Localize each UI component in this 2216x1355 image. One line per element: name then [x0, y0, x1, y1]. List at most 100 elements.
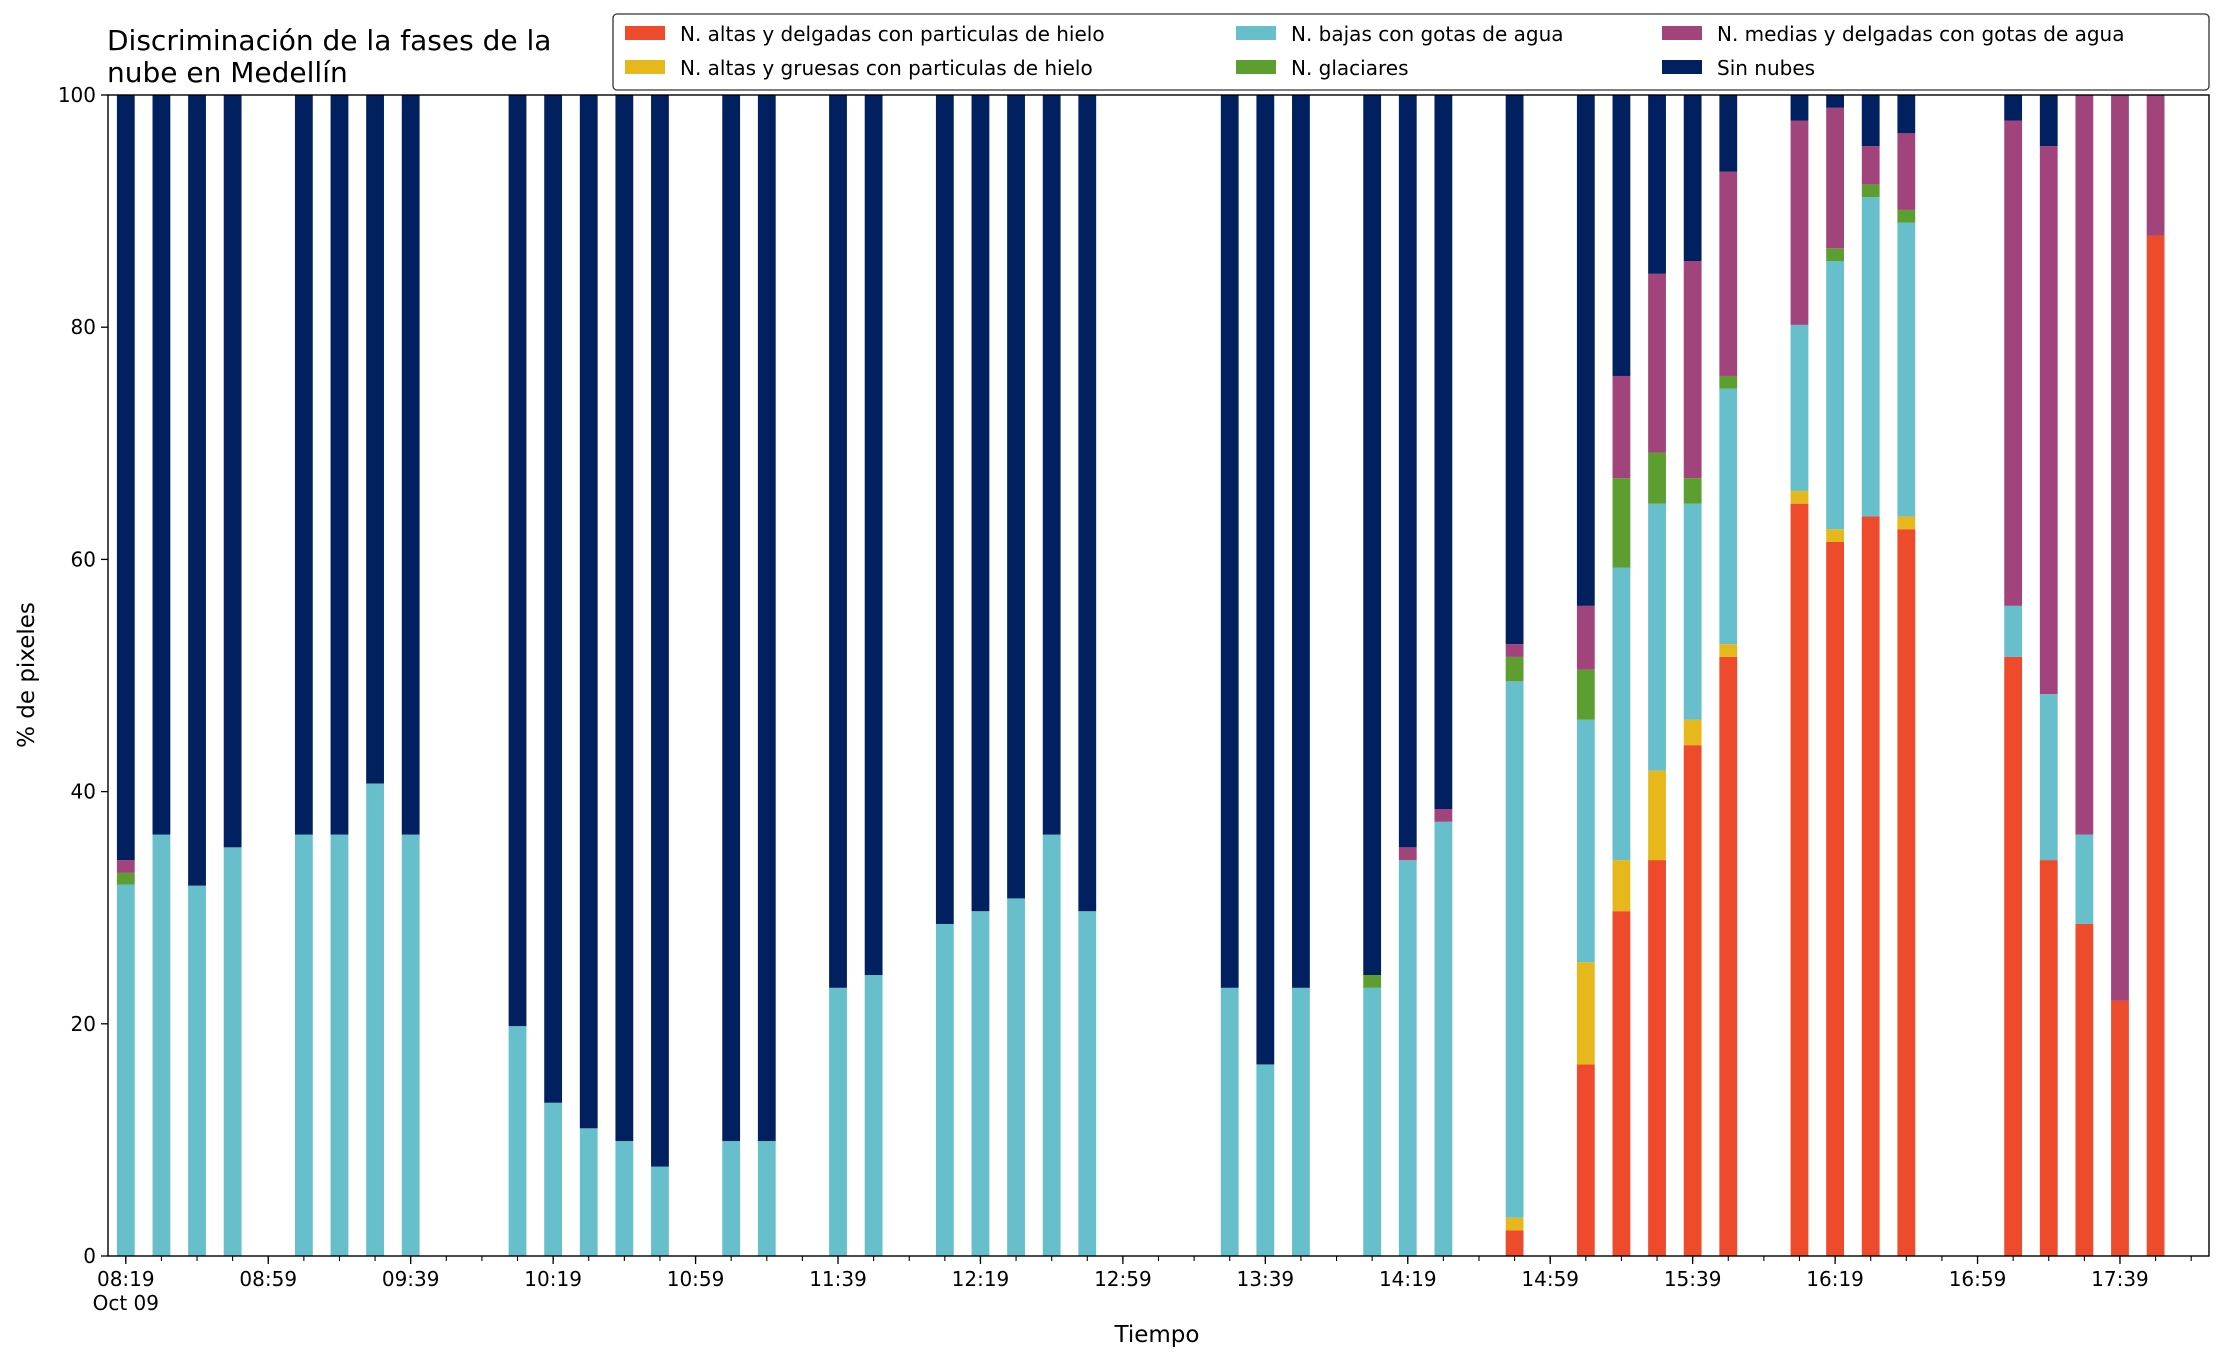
x-tick-label: 13:39: [1237, 1267, 1295, 1291]
bar-segment: [1363, 987, 1382, 1256]
bar-segment: [1719, 644, 1738, 657]
x-tick-label: 09:39: [382, 1267, 440, 1291]
x-tick-label: 16:19: [1806, 1267, 1864, 1291]
legend-swatch: [625, 26, 665, 40]
legend-label: N. bajas con gotas de agua: [1291, 22, 1564, 46]
bar-segment: [1719, 656, 1738, 1256]
bar-segment: [1683, 719, 1702, 746]
bar-segment: [223, 847, 242, 1256]
bar-segment: [2075, 95, 2094, 835]
bar-segment: [1612, 95, 1631, 376]
bar-segment: [1648, 860, 1666, 1256]
legend-label: N. glaciares: [1291, 56, 1409, 80]
bar-segment: [2111, 95, 2129, 1001]
bar-segment: [1719, 171, 1738, 376]
bar-segment: [1576, 95, 1595, 606]
y-tick-label: 60: [71, 547, 96, 571]
bar-segment: [722, 1141, 741, 1256]
bar-segment: [1398, 847, 1417, 861]
legend-swatch: [1662, 26, 1702, 40]
bar-segment: [935, 95, 954, 924]
bar-segment: [864, 975, 883, 1256]
legend-swatch: [625, 60, 665, 74]
bar-segment: [1719, 95, 1738, 172]
bar-segment: [579, 95, 598, 1129]
bar-segment: [2039, 95, 2058, 147]
bar-segment: [330, 834, 349, 1256]
plot-frame: [107, 94, 2210, 1257]
bar-segment: [1576, 605, 1595, 670]
legend-label: Sin nubes: [1717, 56, 1815, 80]
bar-segment: [1683, 95, 1702, 262]
bar-segment: [2004, 656, 2023, 1256]
bar-segment: [1790, 95, 1809, 121]
x-tick-date: Oct 09: [93, 1291, 159, 1315]
bar-segment: [1861, 516, 1880, 1256]
bar-segment: [1897, 222, 1916, 517]
bar-segment: [1292, 987, 1310, 1256]
bar-segment: [116, 872, 135, 885]
x-axis-label: Tiempo: [1114, 1322, 1200, 1348]
bar-segment: [366, 95, 384, 784]
bar-segment: [1790, 120, 1809, 325]
bar-segment: [1505, 1217, 1524, 1231]
bar-segment: [330, 95, 349, 835]
bar-segment: [1719, 388, 1738, 645]
bar-segment: [1007, 898, 1025, 1256]
bar-segment: [2004, 605, 2023, 657]
bar-segment: [1897, 209, 1916, 223]
bar-segment: [615, 1141, 634, 1256]
bar-segment: [1576, 1064, 1595, 1256]
legend-swatch: [1662, 60, 1702, 74]
bar-segment: [1612, 567, 1631, 861]
bar-segment: [971, 911, 990, 1256]
bar-segment: [1505, 681, 1524, 1218]
bar-segment: [1897, 516, 1916, 530]
bar-segment: [366, 783, 384, 1256]
bar-segment: [1505, 656, 1524, 682]
bar-segment: [1220, 987, 1239, 1256]
bar-segment: [508, 95, 527, 1027]
bar-segment: [935, 923, 954, 1256]
bar-segment: [1897, 529, 1916, 1256]
bar-segment: [2004, 120, 2023, 606]
bar-segment: [401, 834, 420, 1256]
bar-segment: [1826, 261, 1844, 530]
bar-segment: [152, 834, 171, 1256]
bar-segment: [1576, 669, 1595, 720]
bar-segment: [1861, 146, 1880, 185]
bar-segment: [651, 95, 669, 1167]
bar-segment: [188, 95, 206, 886]
bar-segment: [294, 834, 313, 1256]
x-tick-label: 16:59: [1949, 1267, 2007, 1291]
bar-segment: [188, 885, 206, 1256]
bar-segment: [1861, 197, 1880, 517]
bar-segment: [1256, 1064, 1275, 1256]
bar-segment: [1826, 95, 1844, 108]
y-tick-label: 80: [71, 315, 96, 339]
bar-segment: [1790, 324, 1809, 491]
bar-segment: [1042, 95, 1061, 835]
x-tick-label: 11:39: [809, 1267, 867, 1291]
bar-segment: [1220, 95, 1239, 988]
bar-segment: [294, 95, 313, 835]
bar-segment: [864, 95, 883, 976]
bar-segment: [1683, 503, 1702, 720]
bar-segment: [1719, 375, 1738, 389]
bar-segment: [1505, 1230, 1524, 1256]
bar-segment: [1576, 719, 1595, 963]
bar-segment: [2039, 146, 2058, 695]
y-tick-label: 100: [58, 83, 96, 107]
x-tick-label: 10:19: [524, 1267, 582, 1291]
bar-segment: [1790, 503, 1809, 1256]
legend-label: N. altas y gruesas con particulas de hie…: [680, 56, 1093, 80]
x-tick-label: 12:19: [952, 1267, 1010, 1291]
x-tick-label: 08:59: [239, 1267, 297, 1291]
bar-segment: [1683, 745, 1702, 1256]
bar-segment: [1683, 478, 1702, 504]
bar-segment: [1826, 541, 1844, 1256]
x-tick-label: 17:39: [2091, 1267, 2149, 1291]
bar-segment: [2146, 235, 2165, 1256]
bar-segment: [1897, 133, 1916, 210]
bar-segment: [757, 95, 776, 1142]
